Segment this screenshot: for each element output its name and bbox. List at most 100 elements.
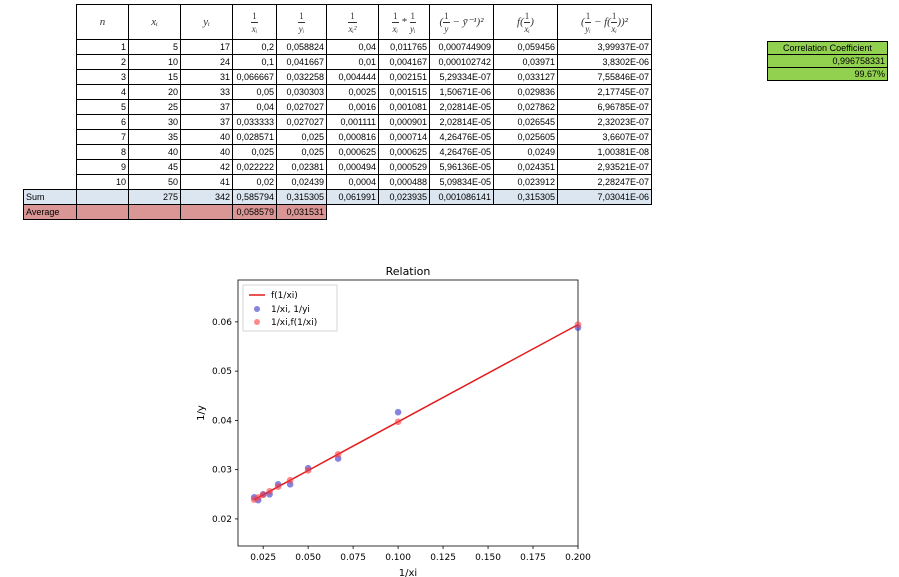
table-cell[interactable]: 0,001081 — [378, 99, 430, 115]
table-cell[interactable]: 0,041667 — [276, 54, 327, 70]
table-cell[interactable]: 40 — [180, 144, 233, 160]
table-cell[interactable]: 50 — [128, 174, 181, 190]
table-cell[interactable]: 6 — [76, 114, 129, 130]
table-cell[interactable]: 0,058824 — [276, 39, 327, 55]
table-cell[interactable]: 0,000744909 — [429, 39, 494, 55]
table-cell[interactable]: 40 — [180, 129, 233, 145]
average-cell[interactable] — [180, 204, 233, 220]
sum-cell[interactable]: 0,023935 — [378, 189, 430, 205]
table-cell[interactable]: 0,066667 — [232, 69, 277, 85]
table-cell[interactable]: 4,26476E-05 — [429, 144, 494, 160]
table-cell[interactable]: 0,2 — [232, 39, 277, 55]
table-cell[interactable]: 5,96136E-05 — [429, 159, 494, 175]
sum-label[interactable]: Sum — [23, 189, 77, 205]
table-cell[interactable]: 30 — [128, 114, 181, 130]
table-cell[interactable]: 40 — [128, 144, 181, 160]
table-cell[interactable]: 0,001515 — [378, 84, 430, 100]
table-cell[interactable]: 37 — [180, 99, 233, 115]
table-cell[interactable]: 0,000714 — [378, 129, 430, 145]
header-product[interactable]: 1 xᵢ * 1 yᵢ — [378, 4, 430, 40]
header-f[interactable]: f(1 xᵢ) — [493, 4, 558, 40]
table-cell[interactable]: 0,000102742 — [429, 54, 494, 70]
table-cell[interactable]: 0,0004 — [326, 174, 379, 190]
table-cell[interactable]: 0,011765 — [378, 39, 430, 55]
header-n[interactable]: n — [76, 4, 129, 40]
table-cell[interactable]: 0,04 — [232, 99, 277, 115]
header-inv-x[interactable]: 1 xᵢ — [232, 4, 277, 40]
table-cell[interactable]: 45 — [128, 159, 181, 175]
table-cell[interactable]: 33 — [180, 84, 233, 100]
header-var[interactable]: (1 y − ȳ⁻¹)² — [429, 4, 494, 40]
table-cell[interactable]: 0,002151 — [378, 69, 430, 85]
table-cell[interactable]: 1,00381E-08 — [557, 144, 652, 160]
sum-cell[interactable]: 0,315305 — [493, 189, 558, 205]
table-cell[interactable]: 1,50671E-06 — [429, 84, 494, 100]
table-cell[interactable]: 24 — [180, 54, 233, 70]
table-cell[interactable]: 0,027027 — [276, 99, 327, 115]
table-cell[interactable]: 0,059456 — [493, 39, 558, 55]
table-cell[interactable]: 35 — [128, 129, 181, 145]
average-cell[interactable]: 0,031531 — [276, 204, 327, 220]
table-cell[interactable]: 25 — [128, 99, 181, 115]
header-residual[interactable]: (1 yᵢ − f(1 xᵢ))² — [557, 4, 652, 40]
table-cell[interactable]: 3 — [76, 69, 129, 85]
header-inv-x-sq[interactable]: 1 xᵢ² — [326, 4, 379, 40]
table-cell[interactable]: 7 — [76, 129, 129, 145]
table-cell[interactable]: 0,000625 — [326, 144, 379, 160]
table-cell[interactable]: 0,025 — [276, 129, 327, 145]
table-cell[interactable]: 0,04 — [326, 39, 379, 55]
table-cell[interactable]: 0,03971 — [493, 54, 558, 70]
table-cell[interactable]: 9 — [76, 159, 129, 175]
table-cell[interactable]: 2,28247E-07 — [557, 174, 652, 190]
table-cell[interactable]: 0,030303 — [276, 84, 327, 100]
table-cell[interactable]: 20 — [128, 84, 181, 100]
table-cell[interactable]: 0,000488 — [378, 174, 430, 190]
correlation-title[interactable]: Correlation Coefficient — [767, 41, 888, 55]
sum-cell[interactable]: 0,315305 — [276, 189, 327, 205]
table-cell[interactable]: 0,0025 — [326, 84, 379, 100]
table-cell[interactable]: 0,004167 — [378, 54, 430, 70]
table-cell[interactable]: 0,000816 — [326, 129, 379, 145]
table-cell[interactable]: 1 — [76, 39, 129, 55]
table-cell[interactable]: 3,6607E-07 — [557, 129, 652, 145]
average-label[interactable]: Average — [23, 204, 77, 220]
table-cell[interactable]: 0,024351 — [493, 159, 558, 175]
table-cell[interactable]: 5,09834E-05 — [429, 174, 494, 190]
table-cell[interactable]: 0,000494 — [326, 159, 379, 175]
table-cell[interactable]: 0,004444 — [326, 69, 379, 85]
average-cell[interactable] — [76, 204, 129, 220]
table-cell[interactable]: 2 — [76, 54, 129, 70]
table-cell[interactable]: 2,02814E-05 — [429, 114, 494, 130]
table-cell[interactable]: 8 — [76, 144, 129, 160]
sum-cell[interactable]: 275 — [128, 189, 181, 205]
header-xi[interactable]: xᵢ — [128, 4, 181, 40]
correlation-value[interactable]: 0,996758331 — [767, 54, 888, 68]
table-cell[interactable]: 0,000529 — [378, 159, 430, 175]
sum-cell[interactable]: 342 — [180, 189, 233, 205]
table-cell[interactable]: 0,027027 — [276, 114, 327, 130]
table-cell[interactable]: 0,0016 — [326, 99, 379, 115]
table-cell[interactable]: 0,02381 — [276, 159, 327, 175]
sum-cell[interactable] — [76, 189, 129, 205]
table-cell[interactable]: 0,032258 — [276, 69, 327, 85]
table-cell[interactable]: 10 — [128, 54, 181, 70]
table-cell[interactable]: 2,32023E-07 — [557, 114, 652, 130]
table-cell[interactable]: 2,17745E-07 — [557, 84, 652, 100]
table-cell[interactable]: 3,8302E-06 — [557, 54, 652, 70]
table-cell[interactable]: 0,02 — [232, 174, 277, 190]
average-cell[interactable]: 0,058579 — [232, 204, 277, 220]
table-cell[interactable]: 0,026545 — [493, 114, 558, 130]
header-inv-y[interactable]: 1 yᵢ — [276, 4, 327, 40]
table-cell[interactable]: 0,05 — [232, 84, 277, 100]
table-cell[interactable]: 0,033333 — [232, 114, 277, 130]
table-cell[interactable]: 5 — [128, 39, 181, 55]
table-cell[interactable]: 7,55846E-07 — [557, 69, 652, 85]
table-cell[interactable]: 0,000901 — [378, 114, 430, 130]
table-cell[interactable]: 0,0249 — [493, 144, 558, 160]
table-cell[interactable]: 15 — [128, 69, 181, 85]
table-cell[interactable]: 0,025605 — [493, 129, 558, 145]
table-cell[interactable]: 10 — [76, 174, 129, 190]
table-cell[interactable]: 2,93521E-07 — [557, 159, 652, 175]
correlation-percent[interactable]: 99.67% — [767, 67, 888, 81]
table-cell[interactable]: 0,023912 — [493, 174, 558, 190]
